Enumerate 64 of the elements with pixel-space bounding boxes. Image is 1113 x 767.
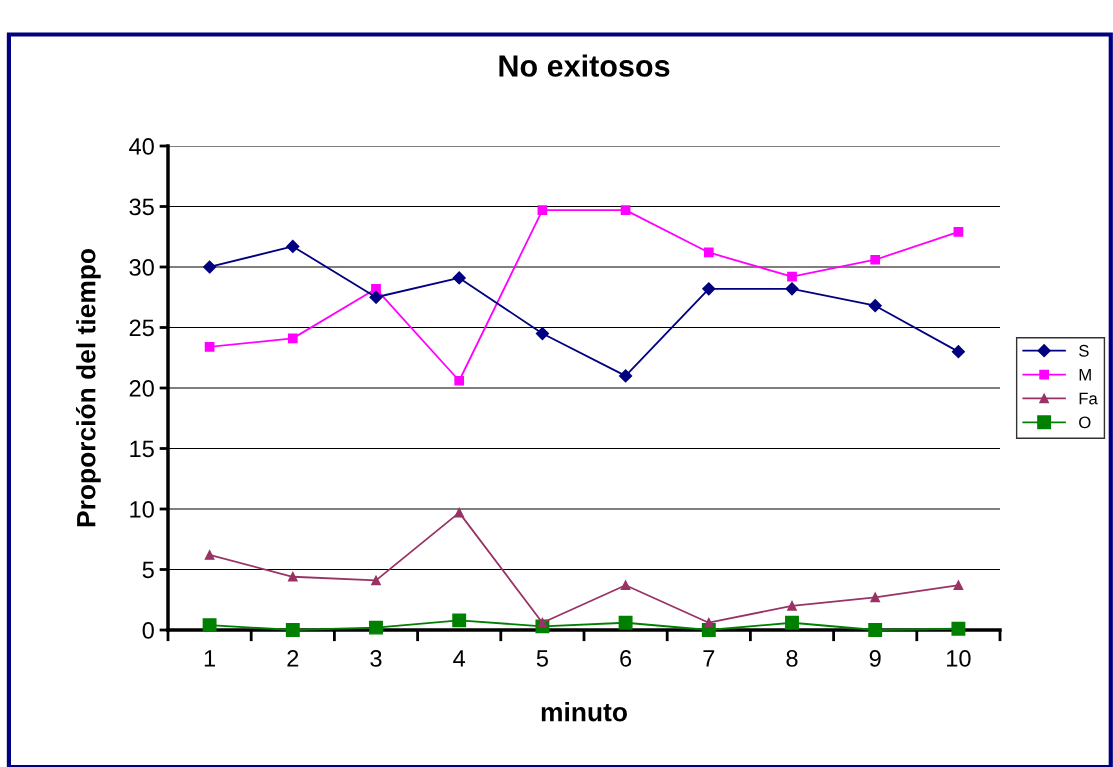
point xyxy=(785,282,799,296)
point xyxy=(537,205,548,215)
y-tick-label: 40 xyxy=(129,138,154,155)
x-tick-label: 5 xyxy=(536,650,548,667)
point xyxy=(454,507,465,518)
y-tick-label: 10 xyxy=(130,501,154,518)
y-axis-title: Proporción del tiempo xyxy=(75,249,101,527)
chart-title: No exitosos xyxy=(499,54,670,77)
point xyxy=(452,271,466,285)
point xyxy=(204,550,215,560)
point xyxy=(371,283,381,294)
point xyxy=(371,575,381,586)
point xyxy=(785,615,799,630)
x-axis-title: minuto xyxy=(541,702,627,722)
point xyxy=(535,326,549,341)
y-tick-label: 20 xyxy=(129,380,154,397)
point xyxy=(537,617,548,628)
point xyxy=(287,571,298,582)
y-tick-label: 15 xyxy=(130,440,154,458)
y-tick-label: 0 xyxy=(142,622,154,639)
point xyxy=(619,369,633,383)
point xyxy=(787,600,797,611)
point xyxy=(953,227,964,237)
x-tick-label: 4 xyxy=(453,650,466,667)
point xyxy=(454,375,465,386)
point xyxy=(369,290,383,304)
point xyxy=(953,580,964,591)
point xyxy=(203,260,217,274)
point xyxy=(287,333,298,344)
y-tick-label: 25 xyxy=(129,319,154,337)
y-tick-label: 5 xyxy=(142,561,154,579)
point xyxy=(703,617,714,628)
legend-label: M xyxy=(1079,368,1091,381)
point xyxy=(452,613,467,628)
x-tick-label: 7 xyxy=(703,650,715,667)
point xyxy=(369,620,383,635)
legend-label: S xyxy=(1079,344,1089,357)
point xyxy=(702,282,716,296)
point xyxy=(620,580,631,591)
point xyxy=(868,299,882,313)
y-tick-label: 35 xyxy=(129,198,154,216)
x-tick-label: 9 xyxy=(869,650,881,667)
point xyxy=(285,623,300,637)
point xyxy=(870,254,881,265)
x-tick-label: 2 xyxy=(287,650,299,667)
y-tick-label: 30 xyxy=(129,259,154,276)
point xyxy=(868,623,883,637)
point xyxy=(951,621,966,636)
point xyxy=(202,618,217,633)
x-tick-label: 1 xyxy=(204,650,216,667)
legend-label: Fa xyxy=(1079,392,1098,405)
point xyxy=(870,592,881,603)
point xyxy=(620,205,631,215)
x-tick-label: 3 xyxy=(370,650,382,667)
point xyxy=(703,247,714,258)
point xyxy=(618,615,633,630)
point xyxy=(286,239,300,254)
point xyxy=(787,271,797,282)
legend-label: O xyxy=(1079,416,1091,429)
x-tick-label: 8 xyxy=(786,650,798,667)
point xyxy=(204,341,215,352)
point xyxy=(951,345,965,359)
x-tick-label: 6 xyxy=(620,650,632,667)
x-tick-label: 10 xyxy=(947,650,971,667)
